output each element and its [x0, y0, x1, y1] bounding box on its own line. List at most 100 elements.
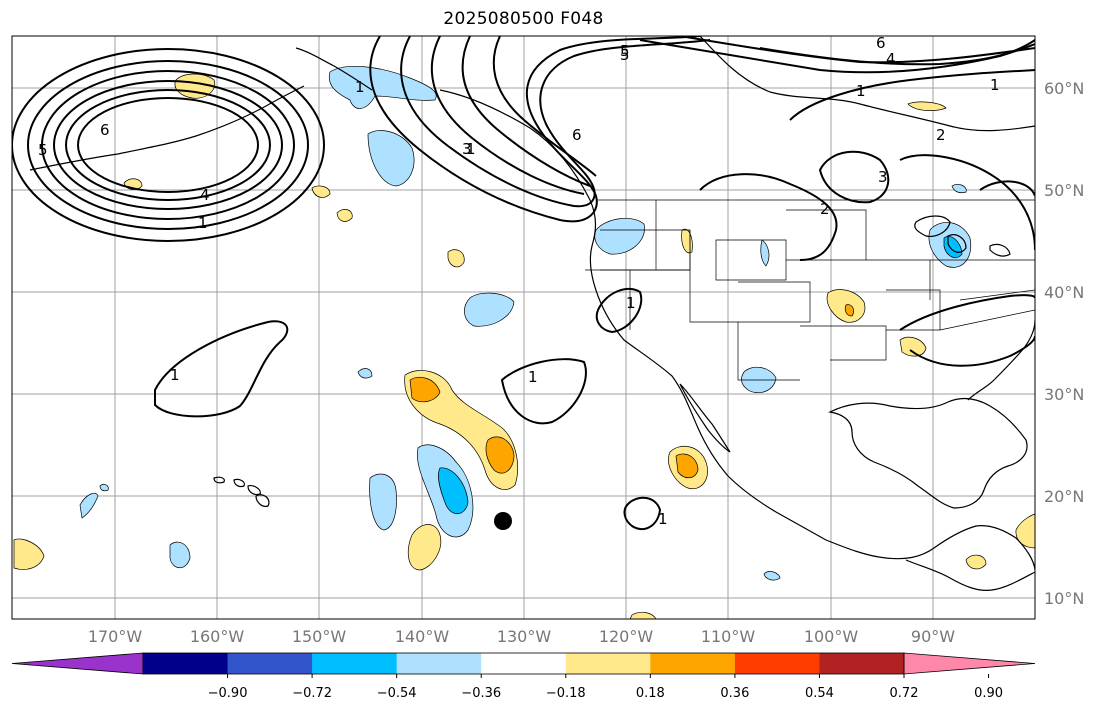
- colorbar-extend-low: [11, 652, 144, 675]
- closed-contour: [818, 150, 890, 204]
- aleutian-chain: [29, 85, 305, 171]
- contour-label: 1: [355, 78, 365, 96]
- contour-label: 1: [990, 76, 1000, 94]
- strong-positive-patch: [844, 304, 854, 317]
- anomaly-shading: [13, 65, 1035, 619]
- contour-ring: [53, 80, 283, 210]
- contour-ring: [27, 60, 309, 230]
- colorbar-tick-label: 0.72: [890, 686, 919, 701]
- negative-anomaly-patch: [951, 184, 967, 194]
- negative-anomaly-patch: [367, 130, 415, 187]
- jet-contour: [492, 36, 597, 177]
- colorbar-extend-high: [903, 652, 1036, 675]
- positive-anomaly-patch: [407, 524, 442, 571]
- storm-position-marker[interactable]: [494, 512, 512, 530]
- alaska-coast: [295, 47, 373, 91]
- contour-label: 1: [528, 368, 538, 386]
- negative-anomaly-patch: [328, 65, 437, 109]
- latitude-label: 20°N: [1044, 487, 1084, 506]
- jet-contour: [369, 36, 701, 223]
- negative-anomaly-patch: [594, 217, 645, 255]
- contour-label: 1: [170, 366, 180, 384]
- colorbar-segment: [396, 653, 482, 674]
- jet-contour: [400, 36, 711, 208]
- gulf-of-mexico-coast: [828, 397, 1028, 509]
- coastlines: [29, 36, 1035, 591]
- hawaii-island: [213, 476, 225, 484]
- contour-ring: [12, 48, 325, 242]
- latitude-label: 10°N: [1044, 589, 1084, 608]
- strong-positive-patch: [675, 453, 699, 479]
- positive-anomaly-patch: [174, 73, 216, 99]
- positive-anomaly-patch: [899, 336, 927, 357]
- longitude-label: 160°W: [190, 627, 245, 646]
- east-contour: [979, 180, 1035, 197]
- great-lake: [914, 215, 951, 237]
- negative-anomaly-patch: [79, 492, 99, 519]
- contour-label: 1: [626, 294, 636, 312]
- colorbar-tick-label: −0.90: [208, 686, 248, 701]
- negative-anomaly-patch: [369, 473, 397, 531]
- contour-label: 1: [198, 214, 208, 232]
- colorbar-segment: [481, 653, 567, 674]
- colorbar-tick-label: −0.18: [546, 686, 586, 701]
- colorbar-tick-label: −0.72: [292, 686, 332, 701]
- northern-coast: [699, 36, 1035, 132]
- longitude-label: 140°W: [395, 627, 450, 646]
- hawaii-island: [233, 478, 245, 488]
- longitude-label: 130°W: [497, 627, 552, 646]
- jet-contour: [461, 36, 591, 187]
- northern-contour: [789, 69, 1035, 121]
- colorbar-segment: [312, 653, 398, 674]
- colorbar-tick-label: 0.54: [805, 686, 834, 701]
- positive-anomaly-patch: [907, 101, 947, 111]
- contour-ring: [41, 70, 295, 220]
- southeast-contour: [899, 294, 1035, 331]
- east-coastline: [967, 319, 1035, 401]
- colorbar-segment: [565, 653, 651, 674]
- hawaii-island: [255, 494, 270, 507]
- strong-positive-patch: [485, 436, 515, 474]
- west-coastline: [439, 89, 1035, 571]
- latitude-label: 40°N: [1044, 283, 1084, 302]
- positive-anomaly-patch: [336, 209, 353, 222]
- northern-contour: [759, 39, 1035, 66]
- colorbar-frame: [142, 652, 905, 675]
- contour-label: 4: [886, 50, 896, 68]
- negative-anomaly-patch: [464, 292, 515, 327]
- longitude-label: 110°W: [701, 627, 756, 646]
- contour-label: 5: [38, 141, 48, 159]
- negative-anomaly-patch: [99, 484, 109, 492]
- latitude-label: 30°N: [1044, 385, 1084, 404]
- great-lake: [947, 234, 967, 253]
- contour-lines: [12, 36, 1035, 531]
- midwest-contour: [699, 173, 838, 261]
- longitude-label: 170°W: [88, 627, 143, 646]
- negative-anomaly-patch: [760, 239, 770, 267]
- map-panel[interactable]: 6 5 4 1 1 6 5 4 1 2 1 2 3 1 5 3 6 1 1 1: [11, 34, 1036, 620]
- negative-anomaly-patch: [763, 571, 781, 581]
- positive-anomaly-patch: [629, 611, 657, 619]
- closed-contour-1: [623, 496, 662, 531]
- colorbar-segment: [650, 653, 736, 674]
- east-contour: [899, 154, 1035, 251]
- positive-anomaly-patch: [447, 249, 465, 268]
- central-america-coast: [905, 559, 1035, 591]
- negative-anomaly-patch: [169, 541, 191, 569]
- strong-positive-patch: [409, 377, 441, 403]
- contour-label: 3: [878, 168, 888, 186]
- longitude-label: 120°W: [599, 627, 654, 646]
- contour-label: 2: [936, 126, 946, 144]
- contour-label: 6: [876, 34, 886, 52]
- contour-label: 6: [100, 121, 110, 139]
- colorbar-segment: [143, 653, 229, 674]
- longitude-label: 150°W: [292, 627, 347, 646]
- colorbar-tick-label: 0.90: [974, 686, 1003, 701]
- contour-ring: [77, 97, 259, 193]
- colorbar-segment: [734, 653, 820, 674]
- positive-anomaly-patch: [13, 538, 45, 570]
- contour-label: 6: [572, 126, 582, 144]
- colorbar-tick-label: 0.36: [720, 686, 749, 701]
- latitude-label: 50°N: [1044, 181, 1084, 200]
- colorbar-tick-label: −0.36: [461, 686, 501, 701]
